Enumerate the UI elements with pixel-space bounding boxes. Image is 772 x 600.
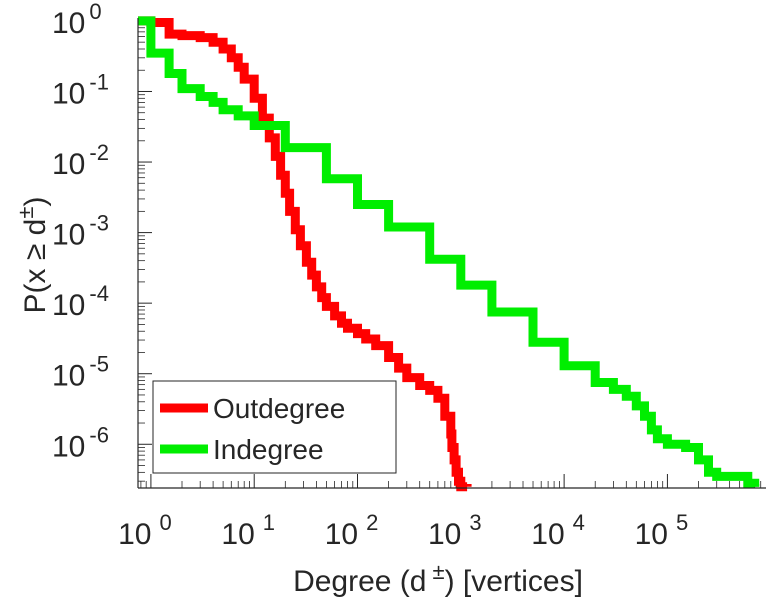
x-tick-label: 10 2 xyxy=(325,510,379,551)
y-tick-base: 10 xyxy=(52,7,85,40)
y-tick-exp: -5 xyxy=(89,352,109,377)
x-axis-label-tail: ) [vertices] xyxy=(445,565,583,598)
y-tick-label: 10 -6 xyxy=(52,422,109,463)
x-tick-base: 10 xyxy=(325,518,358,551)
y-tick-base: 10 xyxy=(52,430,85,463)
y-axis-label: P(x ≥ d±) xyxy=(13,197,52,314)
x-axis-label-main: Degree (d xyxy=(293,565,426,598)
x-tick-labels: 10 0 10 1 10 2 10 3 10 4 10 5 xyxy=(118,510,688,551)
x-tick-base: 10 xyxy=(221,518,254,551)
y-tick-exp: -3 xyxy=(89,211,109,236)
x-axis-label-sup: ± xyxy=(432,559,444,584)
x-tick-label: 10 0 xyxy=(118,510,172,551)
x-tick-base: 10 xyxy=(635,518,668,551)
y-tick-label: 10 0 xyxy=(52,0,102,40)
minor-ticks xyxy=(138,23,762,488)
y-tick-base: 10 xyxy=(52,289,85,322)
x-axis-label: Degree (d ±) [vertices] xyxy=(293,559,583,598)
x-tick-exp: 2 xyxy=(366,510,378,535)
y-tick-exp: -1 xyxy=(89,69,109,94)
y-tick-exp: -2 xyxy=(89,140,109,165)
x-tick-base: 10 xyxy=(428,518,461,551)
x-tick-exp: 5 xyxy=(676,510,688,535)
x-tick-exp: 1 xyxy=(263,510,275,535)
series-line-outdegree xyxy=(138,16,468,492)
x-tick-exp: 0 xyxy=(159,510,171,535)
x-tick-label: 10 5 xyxy=(635,510,689,551)
y-tick-exp: 0 xyxy=(89,0,101,24)
legend-box xyxy=(152,380,397,474)
y-tick-exp: -6 xyxy=(89,422,109,447)
series-group xyxy=(138,16,760,492)
y-tick-base: 10 xyxy=(52,360,85,393)
x-tick-base: 10 xyxy=(118,518,151,551)
y-tick-exp: -4 xyxy=(89,281,109,306)
x-tick-label: 10 4 xyxy=(531,510,585,551)
x-tick-label: 10 3 xyxy=(428,510,482,551)
y-axis-label-sup: ± xyxy=(13,207,38,219)
y-axis-label-main: P(x ≥ d xyxy=(19,219,52,314)
legend-label-outdegree: Outdegree xyxy=(213,393,345,424)
series-line-indegree xyxy=(138,16,760,488)
y-tick-base: 10 xyxy=(52,219,85,252)
x-tick-label: 10 1 xyxy=(221,510,275,551)
y-tick-base: 10 xyxy=(52,77,85,110)
x-tick-base: 10 xyxy=(531,518,564,551)
x-tick-exp: 3 xyxy=(469,510,481,535)
y-tick-label: 10 -1 xyxy=(52,69,109,110)
legend: Outdegree Indegree xyxy=(152,380,397,474)
y-tick-label: 10 -5 xyxy=(52,352,109,393)
y-tick-label: 10 -4 xyxy=(52,281,109,322)
legend-label-indegree: Indegree xyxy=(213,434,324,465)
y-axis-label-tail: ) xyxy=(19,197,52,207)
y-tick-base: 10 xyxy=(52,148,85,181)
x-tick-exp: 4 xyxy=(573,510,585,535)
y-tick-label: 10 -2 xyxy=(52,140,109,181)
y-tick-label: 10 -3 xyxy=(52,211,109,252)
